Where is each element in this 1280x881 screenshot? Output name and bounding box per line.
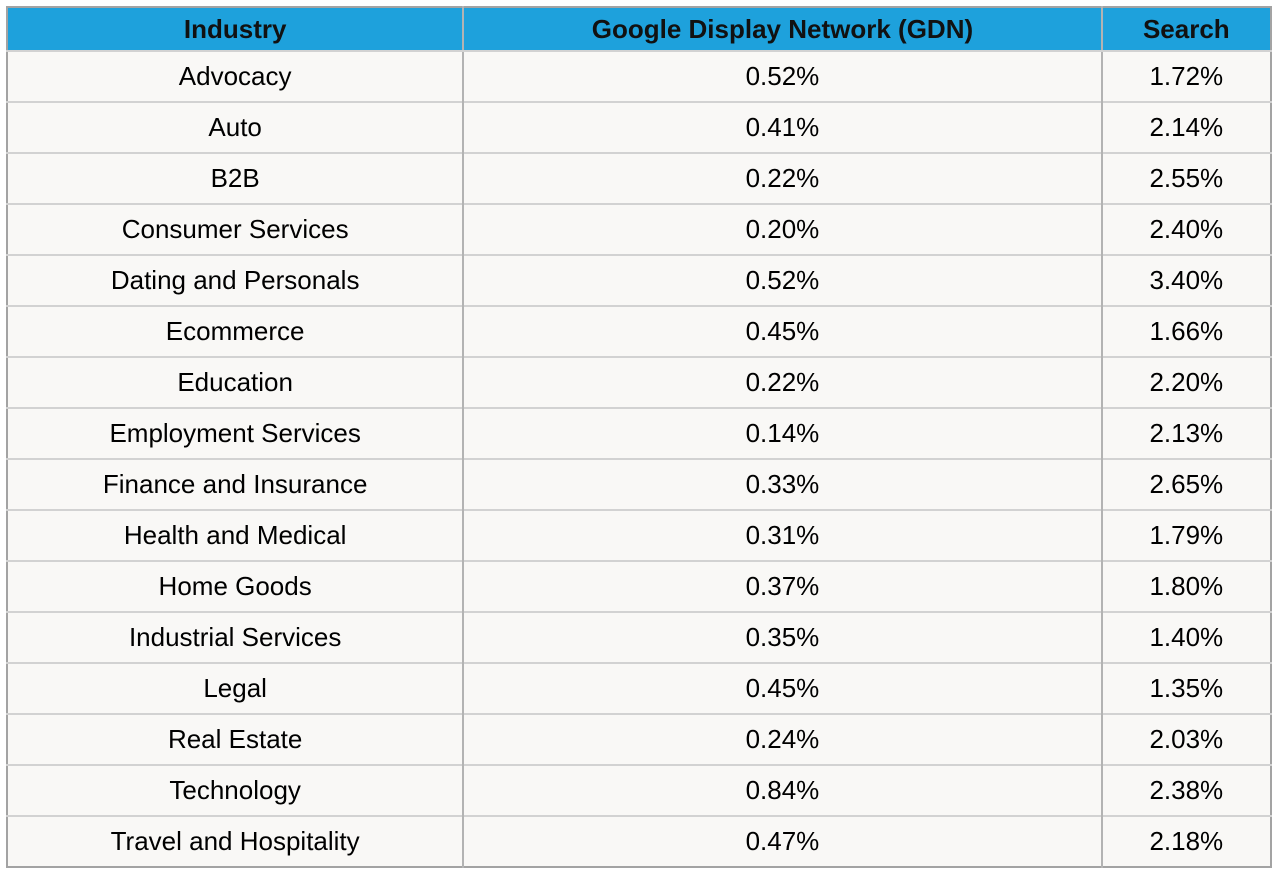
industry-cell: Dating and Personals <box>7 254 464 306</box>
gdn-cell: 0.84% <box>462 764 1102 816</box>
header-row: Industry Google Display Network (GDN) Se… <box>7 7 1271 52</box>
industry-cell: Advocacy <box>7 51 464 102</box>
search-cell: 1.66% <box>1100 305 1271 357</box>
industry-cell: Technology <box>7 764 464 816</box>
table-row: Advocacy 0.52% 1.72% <box>7 51 1271 102</box>
search-cell: 2.40% <box>1100 203 1271 255</box>
column-header-search: Search <box>1100 7 1271 52</box>
gdn-cell: 0.45% <box>462 305 1102 357</box>
gdn-cell: 0.52% <box>462 254 1102 306</box>
gdn-cell: 0.31% <box>462 509 1102 561</box>
industry-cell: Industrial Services <box>7 611 464 663</box>
industry-cell: Education <box>7 356 464 408</box>
gdn-cell: 0.22% <box>462 356 1102 408</box>
gdn-cell: 0.20% <box>462 203 1102 255</box>
search-cell: 2.20% <box>1100 356 1271 408</box>
table-row: Travel and Hospitality 0.47% 2.18% <box>7 815 1271 867</box>
search-cell: 3.40% <box>1100 254 1271 306</box>
search-cell: 2.38% <box>1100 764 1271 816</box>
ctr-by-industry-table: Industry Google Display Network (GDN) Se… <box>6 6 1272 868</box>
table-header: Industry Google Display Network (GDN) Se… <box>7 7 1271 52</box>
industry-cell: Legal <box>7 662 464 714</box>
search-cell: 1.40% <box>1100 611 1271 663</box>
table-row: Finance and Insurance 0.33% 2.65% <box>7 458 1271 510</box>
table-row: Health and Medical 0.31% 1.79% <box>7 509 1271 561</box>
table-body: Advocacy 0.52% 1.72% Auto 0.41% 2.14% B2B 0.22%… <box>7 51 1271 867</box>
search-cell: 1.79% <box>1100 509 1271 561</box>
industry-cell: Travel and Hospitality <box>7 815 464 867</box>
column-header-industry: Industry <box>7 7 464 52</box>
search-cell: 1.72% <box>1100 51 1271 102</box>
industry-cell: Finance and Insurance <box>7 458 464 510</box>
search-cell: 2.03% <box>1100 713 1271 765</box>
industry-cell: Real Estate <box>7 713 464 765</box>
gdn-cell: 0.35% <box>462 611 1102 663</box>
table-row: Legal 0.45% 1.35% <box>7 662 1271 714</box>
table-row: Education 0.22% 2.20% <box>7 356 1271 408</box>
table-row: Industrial Services 0.35% 1.40% <box>7 611 1271 663</box>
gdn-cell: 0.37% <box>462 560 1102 612</box>
table-row: Employment Services 0.14% 2.13% <box>7 407 1271 459</box>
gdn-cell: 0.52% <box>462 51 1102 102</box>
gdn-cell: 0.24% <box>462 713 1102 765</box>
gdn-cell: 0.22% <box>462 152 1102 204</box>
industry-cell: Health and Medical <box>7 509 464 561</box>
search-cell: 1.35% <box>1100 662 1271 714</box>
table-row: Consumer Services 0.20% 2.40% <box>7 203 1271 255</box>
gdn-cell: 0.41% <box>462 101 1102 153</box>
table-row: Auto 0.41% 2.14% <box>7 101 1271 153</box>
gdn-cell: 0.45% <box>462 662 1102 714</box>
industry-cell: Consumer Services <box>7 203 464 255</box>
table-row: Home Goods 0.37% 1.80% <box>7 560 1271 612</box>
industry-cell: Home Goods <box>7 560 464 612</box>
search-cell: 2.18% <box>1100 815 1271 867</box>
table-row: B2B 0.22% 2.55% <box>7 152 1271 204</box>
table-row: Dating and Personals 0.52% 3.40% <box>7 254 1271 306</box>
search-cell: 2.65% <box>1100 458 1271 510</box>
column-header-gdn: Google Display Network (GDN) <box>462 7 1102 52</box>
table-row: Technology 0.84% 2.38% <box>7 764 1271 816</box>
industry-cell: Auto <box>7 101 464 153</box>
gdn-cell: 0.14% <box>462 407 1102 459</box>
search-cell: 2.14% <box>1100 101 1271 153</box>
gdn-cell: 0.47% <box>462 815 1102 867</box>
industry-cell: B2B <box>7 152 464 204</box>
search-cell: 2.13% <box>1100 407 1271 459</box>
table-row: Real Estate 0.24% 2.03% <box>7 713 1271 765</box>
search-cell: 1.80% <box>1100 560 1271 612</box>
industry-cell: Employment Services <box>7 407 464 459</box>
gdn-cell: 0.33% <box>462 458 1102 510</box>
industry-cell: Ecommerce <box>7 305 464 357</box>
table-row: Ecommerce 0.45% 1.66% <box>7 305 1271 357</box>
search-cell: 2.55% <box>1100 152 1271 204</box>
